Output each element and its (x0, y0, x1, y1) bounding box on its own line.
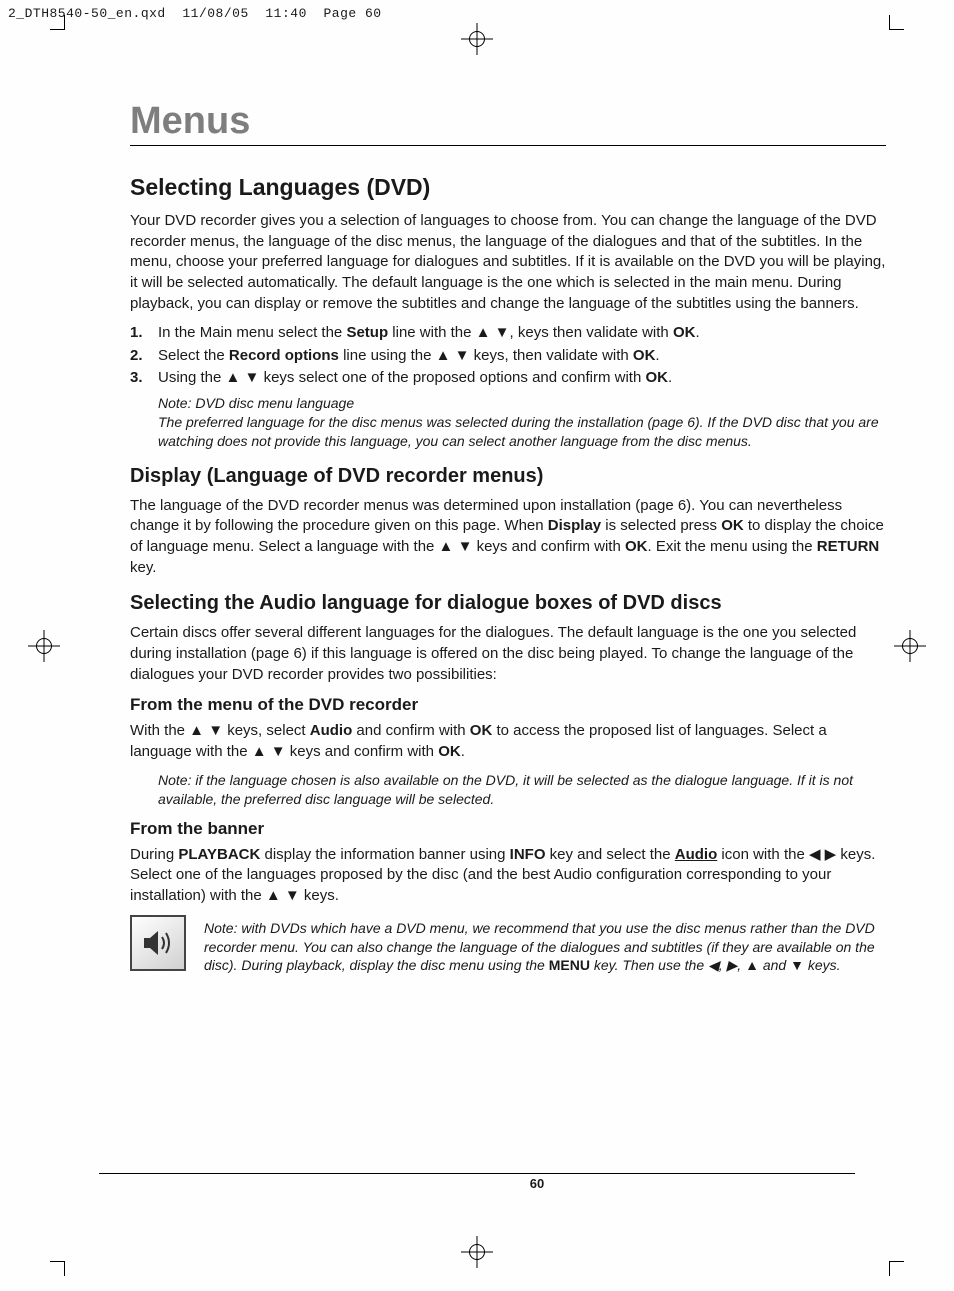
step-text: In the Main menu select the Setup line w… (158, 322, 700, 345)
note-block: Note: if the language chosen is also ava… (158, 771, 886, 809)
crop-mark (889, 15, 904, 30)
section-heading: Selecting Languages (DVD) (130, 174, 886, 201)
chapter-title: Menus (130, 100, 886, 146)
subsection-heading: From the banner (130, 819, 886, 839)
speaker-icon (130, 915, 186, 971)
step-number: 2. (130, 345, 148, 368)
crop-mark (889, 1261, 904, 1276)
registration-mark (28, 630, 60, 662)
body-paragraph: Certain discs offer several different la… (130, 623, 886, 685)
header-pagelabel: Page 60 (324, 6, 382, 21)
header-date: 11/08/05 (182, 6, 248, 21)
note-with-icon: Note: with DVDs which have a DVD menu, w… (130, 915, 886, 986)
note-title: Note: DVD disc menu language (158, 395, 354, 411)
section-heading: Selecting the Audio language for dialogu… (130, 592, 886, 615)
body-paragraph: The language of the DVD recorder menus w… (130, 496, 886, 579)
registration-mark (461, 1236, 493, 1268)
header-filename: 2_DTH8540-50_en.qxd (8, 6, 166, 21)
crop-mark (50, 1261, 65, 1276)
body-paragraph: During PLAYBACK display the information … (130, 845, 886, 907)
step-text: Select the Record options line using the… (158, 345, 660, 368)
step-item: 2. Select the Record options line using … (130, 345, 886, 368)
page-content: Menus Selecting Languages (DVD) Your DVD… (130, 100, 886, 985)
step-number: 1. (130, 322, 148, 345)
subsection-heading: From the menu of the DVD recorder (130, 695, 886, 715)
intro-paragraph: Your DVD recorder gives you a selection … (130, 211, 886, 314)
step-item: 1. In the Main menu select the Setup lin… (130, 322, 886, 345)
registration-mark (894, 630, 926, 662)
section-heading: Display (Language of DVD recorder menus) (130, 465, 886, 488)
note-body: The preferred language for the disc menu… (158, 414, 879, 449)
page-footer: 60 (99, 1173, 855, 1191)
registration-mark (461, 23, 493, 55)
page-number: 60 (159, 1176, 915, 1191)
note-block: Note: DVD disc menu language The preferr… (158, 394, 886, 451)
header-time: 11:40 (265, 6, 307, 21)
note-text: Note: with DVDs which have a DVD menu, w… (204, 919, 886, 976)
document-page: 2_DTH8540-50_en.qxd 11/08/05 11:40 Page … (0, 0, 954, 1291)
step-number: 3. (130, 367, 148, 390)
step-item: 3. Using the ▲ ▼ keys select one of the … (130, 367, 886, 390)
crop-mark (50, 15, 65, 30)
step-text: Using the ▲ ▼ keys select one of the pro… (158, 367, 672, 390)
body-paragraph: With the ▲ ▼ keys, select Audio and conf… (130, 721, 886, 762)
